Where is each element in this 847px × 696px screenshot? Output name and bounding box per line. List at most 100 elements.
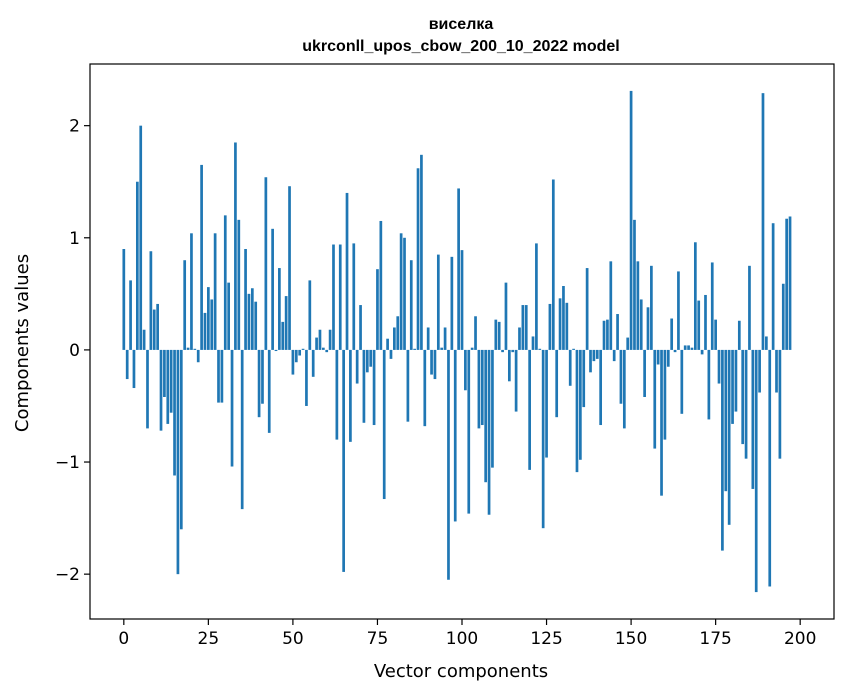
- bar: [213, 233, 217, 350]
- bar: [163, 349, 166, 397]
- bar: [663, 349, 667, 440]
- bar: [345, 192, 349, 350]
- bar: [156, 303, 159, 350]
- bar: [420, 154, 423, 350]
- bar: [244, 249, 247, 350]
- bar: [376, 269, 379, 350]
- bar: [511, 349, 515, 353]
- bar: [291, 349, 295, 375]
- bar: [524, 305, 528, 350]
- bar: [267, 349, 271, 433]
- x-tick-label: 100: [446, 629, 478, 649]
- bar: [768, 349, 772, 587]
- bar: [599, 349, 603, 426]
- chart-subtitle: ukrconll_upos_cbow_200_10_2022 model: [302, 38, 619, 55]
- bar: [149, 251, 153, 350]
- bar: [744, 349, 748, 459]
- bar: [737, 320, 741, 350]
- bars-group: [122, 90, 792, 593]
- bar: [460, 250, 464, 350]
- bar: [585, 268, 589, 350]
- bar: [487, 349, 491, 515]
- bar: [501, 349, 504, 353]
- bar: [491, 349, 494, 468]
- bar: [423, 349, 427, 427]
- bar: [595, 349, 599, 359]
- bar: [359, 305, 362, 350]
- bar: [771, 223, 775, 350]
- y-axis-ticks: −2 −1 0 1 2: [55, 117, 90, 585]
- bar: [453, 349, 457, 522]
- bar: [545, 349, 548, 458]
- bar: [606, 319, 609, 350]
- bar: [129, 280, 132, 350]
- bar: [751, 349, 755, 489]
- bar: [413, 348, 417, 350]
- bar: [240, 349, 244, 510]
- bar: [704, 294, 707, 350]
- bar: [727, 349, 731, 525]
- bar: [230, 349, 234, 467]
- bar: [281, 321, 285, 350]
- bar: [139, 125, 143, 350]
- bar: [166, 349, 170, 424]
- bar: [470, 347, 474, 350]
- bar: [670, 318, 674, 350]
- bar: [369, 349, 373, 367]
- bar: [274, 349, 278, 352]
- bar: [146, 349, 149, 429]
- y-tick-label: −2: [55, 565, 80, 585]
- bar: [480, 349, 484, 426]
- bar: [196, 349, 200, 363]
- bar: [436, 254, 440, 350]
- bar: [636, 261, 640, 350]
- bar: [338, 244, 342, 350]
- bar: [200, 164, 203, 350]
- bar: [396, 316, 400, 350]
- bar: [247, 293, 251, 350]
- bar: [643, 349, 646, 397]
- bar: [406, 349, 410, 422]
- x-tick-label: 50: [282, 629, 304, 649]
- bar: [183, 260, 187, 350]
- bar: [754, 349, 758, 593]
- bar: [132, 349, 136, 389]
- bar: [518, 327, 521, 350]
- bar: [409, 260, 413, 350]
- bar: [308, 280, 312, 350]
- x-tick-label: 0: [118, 629, 129, 649]
- bar: [778, 349, 782, 459]
- bar: [521, 305, 525, 350]
- bar: [660, 349, 663, 496]
- bar: [227, 282, 231, 350]
- bar: [646, 307, 650, 350]
- bar: [758, 349, 761, 393]
- bar: [217, 349, 220, 403]
- bar: [318, 329, 322, 350]
- bar: [514, 349, 518, 412]
- bar: [315, 337, 318, 350]
- bar: [507, 349, 511, 382]
- bar: [169, 349, 173, 413]
- bar: [700, 349, 704, 355]
- bar: [551, 179, 555, 350]
- x-tick-label: 175: [699, 629, 731, 649]
- bar: [142, 329, 146, 350]
- bar: [629, 90, 633, 350]
- bar: [724, 349, 728, 492]
- bar: [203, 312, 207, 350]
- bar: [504, 282, 508, 350]
- bar: [541, 349, 545, 529]
- bar: [666, 349, 670, 367]
- bar: [589, 349, 592, 373]
- bar: [176, 349, 180, 575]
- bar: [179, 349, 183, 530]
- bar: [288, 186, 291, 350]
- bar: [781, 283, 785, 350]
- bar: [680, 349, 684, 414]
- bar: [558, 298, 562, 350]
- bar: [477, 349, 481, 429]
- bar: [173, 349, 176, 476]
- bar: [426, 327, 430, 350]
